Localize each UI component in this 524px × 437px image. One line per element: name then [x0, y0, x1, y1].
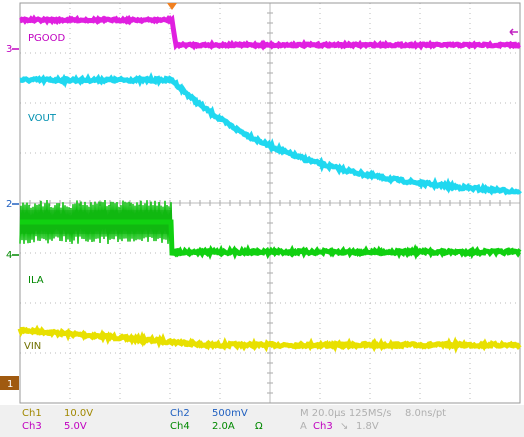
status-text: M 20.0µs 125MS/s	[300, 408, 391, 419]
channel-marker: 4	[6, 250, 12, 261]
channel-marker: 2	[6, 199, 12, 210]
status-text: ↘	[340, 421, 348, 432]
waveforms	[17, 14, 522, 354]
status-text: Ω	[255, 421, 263, 432]
status-text: Ch4	[170, 421, 190, 432]
pgood-trace	[19, 14, 521, 51]
trigger-position	[167, 3, 177, 10]
status-text: 1.8V	[356, 421, 379, 432]
channel-marker: 3	[6, 44, 12, 55]
vout-trace	[19, 72, 522, 196]
trace-label: PGOOD	[28, 33, 66, 44]
status-text: 5.0V	[64, 421, 87, 432]
status-text: 10.0V	[64, 408, 93, 419]
status-text: Ch1	[22, 408, 42, 419]
status-text: 8.0ns/pt	[405, 408, 446, 419]
status-text: 500mV	[212, 408, 248, 419]
channel-marker: 1	[7, 379, 13, 390]
status-text: Ch3	[22, 421, 42, 432]
ila-trace	[20, 219, 522, 260]
vin-trace	[17, 324, 522, 354]
status-text: 2.0A	[212, 421, 235, 432]
channel-marker-box	[0, 376, 19, 390]
status-text: Ch3	[313, 421, 333, 432]
trace-label: ILA	[28, 275, 44, 286]
status-text: A	[300, 421, 307, 432]
status-text: Ch2	[170, 408, 190, 419]
status-bar	[0, 405, 524, 437]
graticule-border	[19, 2, 521, 404]
trace-label: VIN	[24, 341, 41, 352]
trigger-level-marker	[509, 28, 518, 36]
trace-label: VOUT	[28, 113, 57, 124]
